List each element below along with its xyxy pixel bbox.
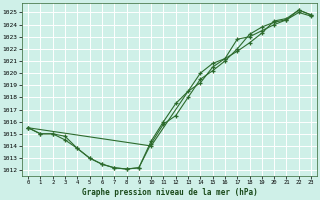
X-axis label: Graphe pression niveau de la mer (hPa): Graphe pression niveau de la mer (hPa) (82, 188, 258, 197)
